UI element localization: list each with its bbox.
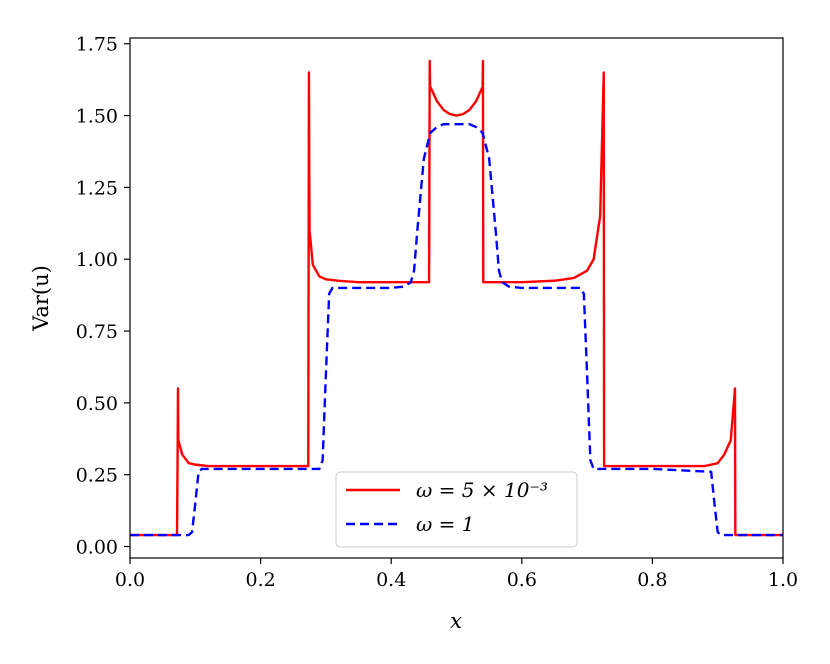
x-tick-label-1: 0.2 xyxy=(245,569,275,591)
x-tick-label-2: 0.4 xyxy=(376,569,406,591)
y-tick-label-3: 0.75 xyxy=(76,321,118,343)
y-tick-label-2: 0.50 xyxy=(76,393,118,415)
x-tick-label-0: 0.0 xyxy=(115,569,145,591)
y-axis-label: Var(u) xyxy=(29,265,53,332)
series-line-0 xyxy=(130,59,783,537)
y-tick-label-0: 0.00 xyxy=(76,537,118,559)
y-tick-label-5: 1.25 xyxy=(76,177,118,199)
series-layer xyxy=(130,59,783,537)
y-axis: 0.00 0.25 0.50 0.75 1.00 1.25 1.50 1.75 xyxy=(76,34,130,559)
legend-label-series-0: ω = 5 × 10⁻³ xyxy=(416,478,548,502)
x-tick-label-4: 0.8 xyxy=(637,569,667,591)
legend-label-series-1: ω = 1 xyxy=(416,512,475,536)
legend: ω = 5 × 10⁻³ ω = 1 xyxy=(335,471,578,548)
y-tick-label-1: 0.25 xyxy=(76,465,118,487)
plot-frame xyxy=(129,37,784,559)
series-line-1 xyxy=(130,122,783,537)
x-axis: 0.0 0.2 0.4 0.6 0.8 1.0 xyxy=(115,558,798,591)
x-axis-label: x xyxy=(450,609,462,633)
y-tick-label-6: 1.50 xyxy=(76,106,118,128)
y-tick-label-4: 1.00 xyxy=(76,249,118,271)
y-tick-label-7: 1.75 xyxy=(76,34,118,56)
x-tick-label-3: 0.6 xyxy=(507,569,537,591)
x-tick-label-5: 1.0 xyxy=(768,569,798,591)
